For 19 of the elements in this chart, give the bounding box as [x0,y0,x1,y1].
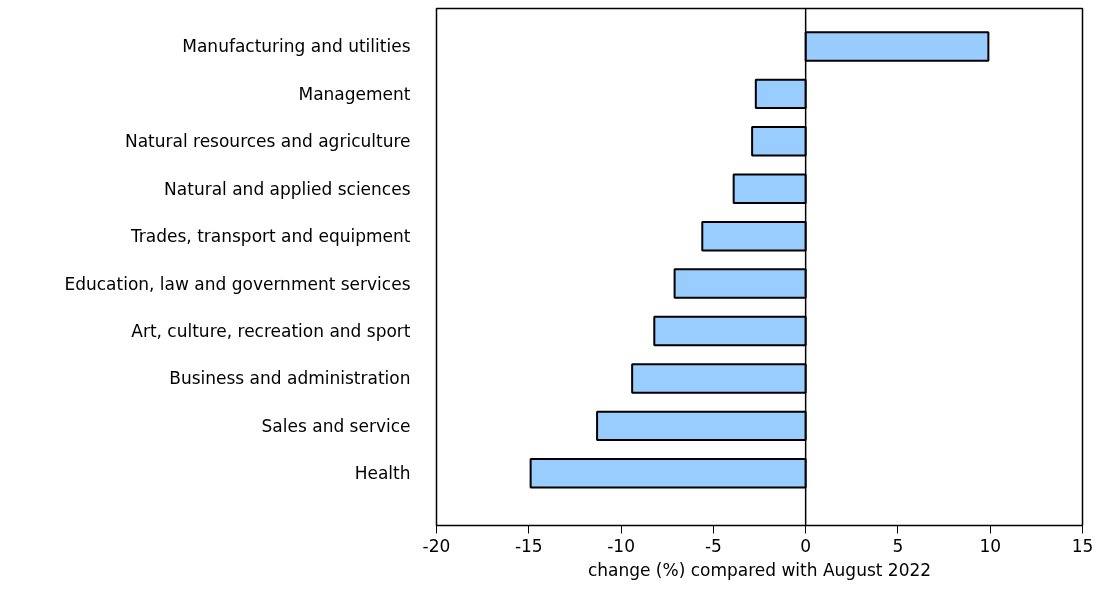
y-tick-label: Natural and applied sciences [164,178,411,199]
x-tick-label: 15 [1071,535,1094,556]
y-tick-label: Trades, transport and equipment [129,226,411,247]
x-tick-label: -20 [422,535,451,556]
x-tick-label: 10 [979,535,1002,556]
y-tick-label: Management [298,83,411,104]
y-tick-label: Education, law and government services [64,273,411,294]
y-tick-label: Health [354,463,411,484]
x-tick-label: -5 [704,535,722,556]
x-tick-label: 5 [892,535,904,556]
y-tick-label: Art, culture, recreation and sport [131,321,411,342]
x-axis-title: change (%) compared with August 2022 [587,559,932,580]
y-tick-label: Business and administration [169,368,411,389]
x-tick-label: -10 [607,535,635,556]
x-tick-label: 0 [800,535,812,556]
x-tick-label: -15 [514,535,543,556]
y-tick-label: Manufacturing and utilities [182,36,411,57]
y-tick-label: Sales and service [261,415,411,436]
y-tick-label: Natural resources and agriculture [124,131,411,152]
